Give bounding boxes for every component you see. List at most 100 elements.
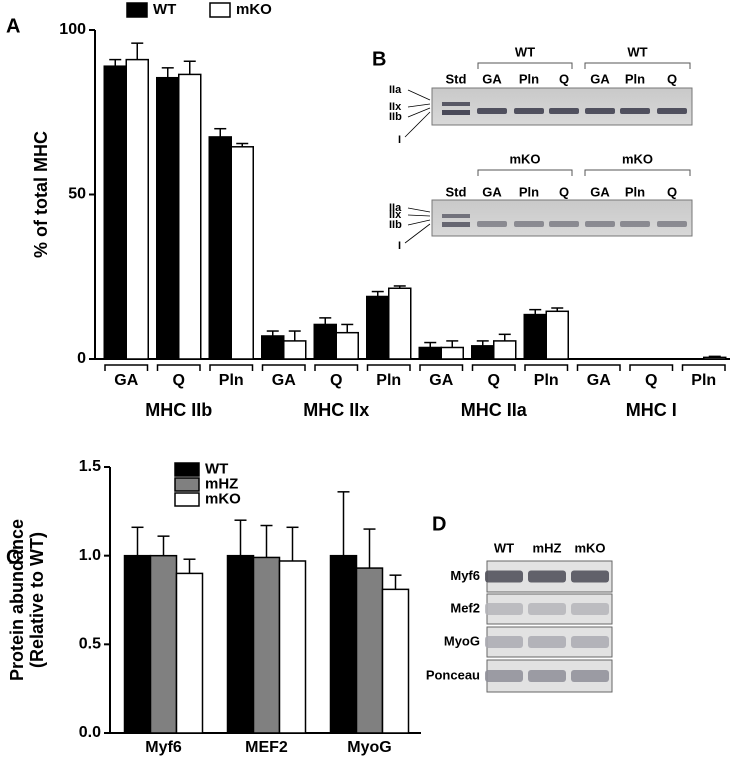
lane-label: Q	[667, 71, 677, 86]
bar	[493, 340, 517, 360]
x-tick-label: Q	[330, 372, 342, 389]
bar	[125, 58, 149, 360]
band-label: IIx	[389, 209, 402, 221]
band-pointer	[404, 223, 431, 244]
lane-label: Std	[446, 184, 467, 199]
group-bracket	[477, 169, 573, 176]
bar	[175, 572, 204, 734]
group-label: mKO	[509, 151, 540, 166]
lane-label: mHZ	[533, 540, 562, 555]
band-pointer	[407, 103, 431, 108]
legend-swatch	[174, 477, 200, 492]
error-bar	[371, 290, 384, 297]
gel-band	[585, 108, 615, 114]
error-bar	[131, 526, 144, 556]
bar	[208, 136, 232, 360]
gel-band	[477, 221, 507, 227]
legend-label: mKO	[236, 1, 272, 18]
blot-band	[571, 636, 609, 648]
bar	[230, 146, 254, 360]
band-pointer	[407, 89, 431, 101]
y-tick-label: 50	[68, 186, 86, 203]
gel-band	[514, 221, 544, 227]
y-tick-label: 0	[77, 350, 86, 367]
error-bar	[393, 285, 406, 289]
bar	[335, 331, 359, 360]
group-bracket	[584, 169, 691, 176]
x-tick-label: GA	[587, 372, 611, 389]
bar	[381, 588, 410, 734]
gel-band	[549, 221, 579, 227]
gel-band	[657, 221, 687, 227]
row-label: MyoG	[444, 633, 480, 648]
error-bar	[363, 528, 376, 569]
x-tick-label: MEF2	[245, 739, 288, 756]
gel-band	[549, 108, 579, 114]
error-bar	[157, 535, 170, 556]
lane-label: GA	[482, 184, 502, 199]
error-bar	[288, 330, 301, 341]
gel-band	[442, 214, 470, 218]
blot-band	[485, 670, 523, 682]
blot-band	[571, 670, 609, 682]
category-bracket	[419, 364, 464, 371]
legend-label: WT	[153, 1, 176, 18]
lane-label: Pln	[519, 184, 539, 199]
error-bar	[234, 519, 247, 556]
band-label: IIa	[389, 84, 402, 96]
category-bracket	[471, 364, 516, 371]
bar	[178, 73, 202, 360]
x-tick-label: Pln	[691, 372, 716, 389]
gel-band	[514, 108, 544, 114]
y-axis-note: (Relative to WT)	[27, 532, 47, 668]
bar	[283, 340, 307, 360]
bar	[156, 76, 180, 360]
gel	[431, 199, 693, 237]
lane-label: Q	[667, 184, 677, 199]
band-pointer	[407, 207, 431, 213]
x-tick-label: GA	[429, 372, 453, 389]
x-tick-label: Q	[173, 372, 185, 389]
lane-label: WT	[494, 540, 514, 555]
blot-band	[485, 603, 523, 615]
y-axis-title: % of total MHC	[31, 131, 51, 258]
x-tick-label: Pln	[534, 372, 559, 389]
band-label: I	[398, 240, 401, 252]
category-bracket	[156, 364, 201, 371]
group-bracket	[477, 62, 573, 69]
bar	[313, 323, 337, 360]
bar	[149, 554, 178, 734]
lane-label: GA	[590, 71, 610, 86]
group-label: mKO	[622, 151, 653, 166]
bar	[703, 356, 727, 360]
group-label: WT	[627, 44, 647, 59]
panel-label: C	[6, 546, 20, 568]
row-label: Mef2	[450, 600, 480, 615]
band-label: IIb	[389, 111, 402, 123]
error-bar	[161, 67, 174, 78]
row-label: Myf6	[450, 568, 480, 583]
x-tick-label: Q	[645, 372, 657, 389]
error-bar	[446, 340, 459, 348]
y-tick-label: 1.0	[79, 547, 101, 564]
gel-band	[442, 110, 470, 115]
bar	[418, 346, 442, 360]
x-tick-label: Myf6	[145, 739, 182, 756]
bar	[261, 335, 285, 360]
legend-swatch	[174, 462, 200, 477]
panel-label: A	[6, 15, 20, 37]
blot-band	[528, 670, 566, 682]
bar	[123, 554, 152, 734]
bar	[471, 345, 495, 360]
blot-band	[485, 636, 523, 648]
band-label: IIa	[389, 202, 402, 214]
blot-band	[571, 570, 609, 583]
row-label: Ponceau	[426, 667, 480, 682]
lane-label: Q	[559, 184, 569, 199]
error-bar	[131, 42, 144, 60]
lane-label: Std	[446, 71, 467, 86]
error-bar	[260, 524, 273, 558]
y-axis-title: Protein abundance	[7, 519, 27, 681]
x-tick-label: MyoG	[347, 739, 391, 756]
error-bar	[476, 340, 489, 346]
